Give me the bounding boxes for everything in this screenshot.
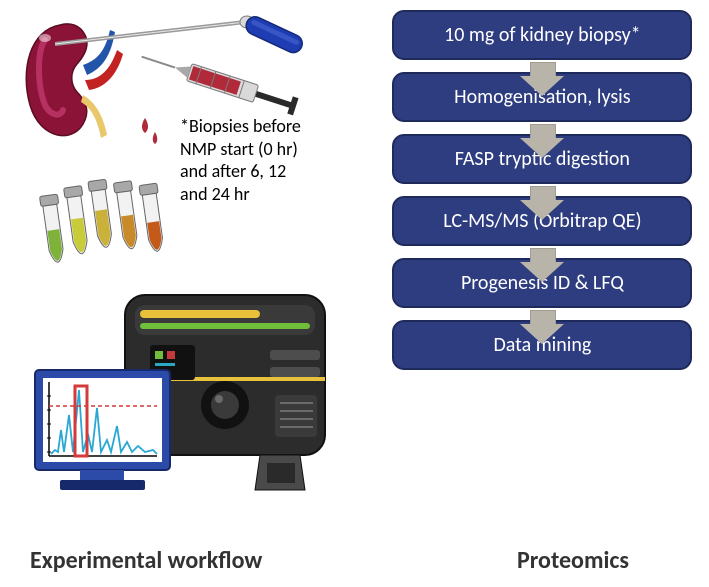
chromatogram-monitor-icon <box>25 360 185 510</box>
left-section-label: Experimental workflow <box>30 546 262 575</box>
flow-step-1: 10 mg of kidney biopsy* <box>392 10 692 60</box>
experimental-workflow-panel: *Biopsies beforeNMP start (0 hr)and afte… <box>0 0 376 587</box>
proteomics-flow-panel: 10 mg of kidney biopsy* Homogenisation, … <box>376 0 709 587</box>
right-section-label: Proteomics <box>517 546 629 575</box>
sample-tubes-icon <box>35 170 215 290</box>
